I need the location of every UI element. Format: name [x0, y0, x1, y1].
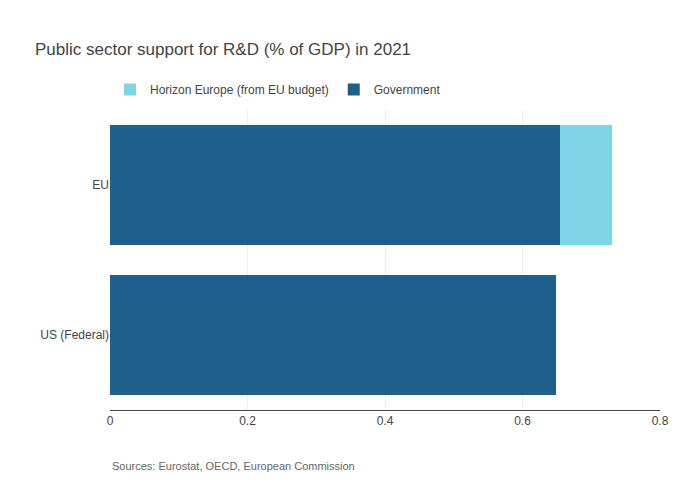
svg-text:Government: Government — [374, 83, 441, 97]
svg-text:US (Federal): US (Federal) — [40, 328, 109, 342]
svg-text:0.4: 0.4 — [377, 414, 394, 428]
svg-text:0.6: 0.6 — [514, 414, 531, 428]
svg-text:Public sector support for R&D: Public sector support for R&D (% of GDP)… — [35, 40, 411, 59]
svg-text:Sources: Eurostat, OECD, Europ: Sources: Eurostat, OECD, European Commis… — [112, 460, 355, 472]
svg-text:0: 0 — [107, 414, 114, 428]
svg-text:EU: EU — [92, 178, 109, 192]
svg-text:0.8: 0.8 — [652, 414, 669, 428]
svg-text:Horizon Europe (from EU budget: Horizon Europe (from EU budget) — [150, 83, 329, 97]
svg-text:0.2: 0.2 — [239, 414, 256, 428]
